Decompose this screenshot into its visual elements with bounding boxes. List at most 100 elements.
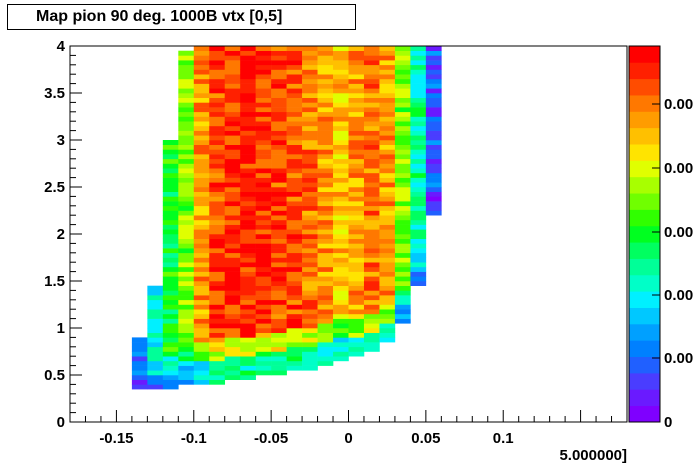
- heatmap-cell: [333, 215, 349, 221]
- heatmap-cell: [363, 130, 380, 136]
- heatmap-cell: [302, 210, 318, 216]
- y-tick-label: 3: [57, 132, 65, 149]
- heatmap-cell: [363, 46, 380, 51]
- heatmap-cell: [224, 309, 241, 315]
- heatmap-cell: [193, 243, 210, 249]
- heatmap-cell: [178, 379, 195, 385]
- heatmap-cell: [271, 257, 287, 263]
- heatmap-cell: [317, 88, 334, 94]
- heatmap-cell: [363, 201, 380, 207]
- heatmap-cell: [410, 93, 427, 98]
- heatmap-cell: [348, 252, 365, 258]
- heatmap-cell: [317, 285, 334, 291]
- heatmap-cell: [333, 130, 349, 136]
- heatmap-cell: [317, 229, 334, 235]
- heatmap-cell: [162, 384, 179, 390]
- heatmap-cell: [317, 191, 334, 197]
- colorbar-swatch: [629, 193, 660, 210]
- heatmap-cell: [302, 111, 318, 117]
- heatmap-cell: [209, 375, 226, 380]
- heatmap-cell: [410, 238, 427, 244]
- heatmap-cell: [363, 309, 380, 315]
- heatmap-cell: [224, 248, 241, 254]
- heatmap-cell: [302, 93, 318, 98]
- heatmap-cell: [209, 55, 226, 61]
- heatmap-cell: [193, 337, 210, 343]
- heatmap-cell: [178, 370, 195, 376]
- heatmap-cell: [193, 97, 210, 103]
- heatmap-cell: [240, 266, 256, 272]
- heatmap-cell: [178, 163, 195, 169]
- heatmap-cell: [333, 257, 349, 263]
- heatmap-cell: [425, 60, 442, 66]
- heatmap-cell: [209, 323, 226, 329]
- heatmap-cell: [209, 201, 226, 207]
- heatmap-cell: [302, 224, 318, 230]
- heatmap-cell: [240, 351, 256, 357]
- heatmap-cell: [317, 83, 334, 89]
- heatmap-cell: [425, 102, 442, 108]
- heatmap-cell: [240, 69, 256, 75]
- heatmap-cell: [317, 304, 334, 310]
- heatmap-cell: [317, 276, 334, 282]
- heatmap-cell: [209, 318, 226, 324]
- heatmap-cell: [425, 135, 442, 141]
- heatmap-cell: [209, 158, 226, 164]
- heatmap-cell: [363, 55, 380, 61]
- heatmap-cell: [363, 154, 380, 160]
- heatmap-cell: [394, 281, 411, 286]
- heatmap-cell: [271, 262, 287, 268]
- heatmap-cell: [193, 172, 210, 178]
- heatmap-cell: [379, 55, 396, 61]
- heatmap-cell: [240, 78, 256, 84]
- heatmap-cell: [410, 191, 427, 197]
- heatmap-cell: [193, 196, 210, 202]
- heatmap-cell: [178, 318, 195, 324]
- heatmap-cell: [255, 342, 272, 348]
- heatmap-cell: [271, 318, 287, 324]
- heatmap-cell: [178, 243, 195, 249]
- heatmap-cell: [333, 252, 349, 258]
- heatmap-cell: [162, 285, 179, 291]
- heatmap-cell: [379, 299, 396, 305]
- heatmap-cell: [286, 365, 303, 371]
- heatmap-cell: [333, 140, 349, 145]
- heatmap-cell: [317, 121, 334, 127]
- heatmap-cell: [317, 107, 334, 113]
- heatmap-cell: [193, 182, 210, 188]
- heatmap-cell: [271, 74, 287, 80]
- heatmap-cell: [348, 201, 365, 207]
- heatmap-cell: [240, 46, 256, 51]
- heatmap-cell: [348, 130, 365, 136]
- heatmap-cell: [178, 97, 195, 103]
- heatmap-cell: [333, 97, 349, 103]
- heatmap-cell: [131, 370, 148, 376]
- heatmap-cell: [363, 107, 380, 113]
- heatmap-cell: [286, 121, 303, 127]
- heatmap-cell: [348, 266, 365, 272]
- heatmap-cell: [302, 252, 318, 258]
- heatmap-cell: [286, 332, 303, 338]
- heatmap-cell: [379, 182, 396, 188]
- heatmap-cell: [193, 252, 210, 258]
- heatmap-cell: [178, 168, 195, 174]
- heatmap-cell: [363, 125, 380, 131]
- heatmap-cell: [209, 234, 226, 239]
- heatmap-cell: [255, 281, 272, 286]
- heatmap-cell: [333, 93, 349, 98]
- heatmap-cell: [348, 107, 365, 113]
- heatmap-cell: [394, 238, 411, 244]
- heatmap-cell: [240, 328, 256, 333]
- heatmap-cell: [410, 125, 427, 131]
- heatmap-cell: [425, 205, 442, 211]
- heatmap-cell: [363, 276, 380, 282]
- heatmap-cell: [348, 191, 365, 197]
- heatmap-cell: [286, 248, 303, 254]
- heatmap-cell: [394, 252, 411, 258]
- heatmap-cell: [178, 304, 195, 310]
- heatmap-cell: [271, 332, 287, 338]
- heatmap-cell: [224, 370, 241, 376]
- heatmap-cell: [333, 309, 349, 315]
- heatmap-cell: [317, 281, 334, 286]
